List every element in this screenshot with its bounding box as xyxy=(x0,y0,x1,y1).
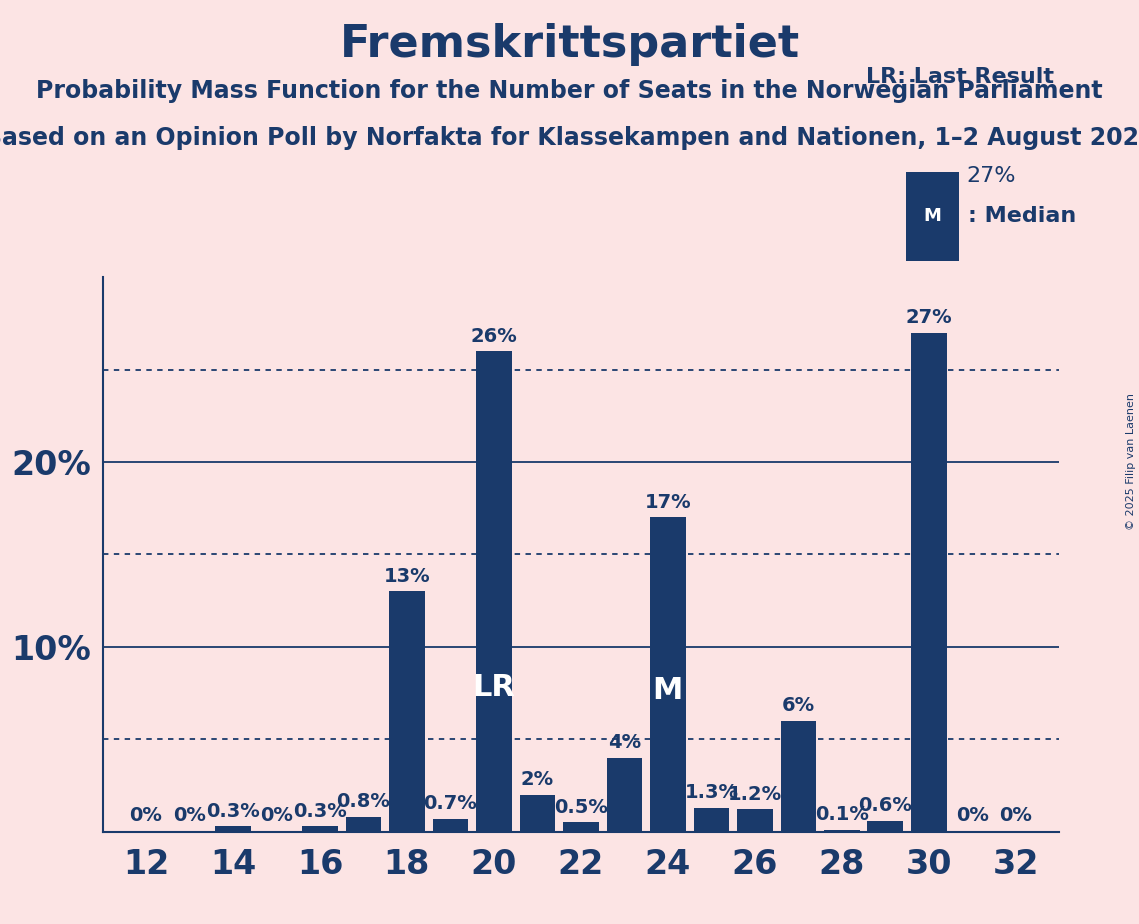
Text: 0.8%: 0.8% xyxy=(336,792,391,811)
Text: 0.6%: 0.6% xyxy=(859,796,912,815)
Text: 6%: 6% xyxy=(781,696,814,715)
Bar xyxy=(433,819,468,832)
Text: 0.5%: 0.5% xyxy=(554,797,608,817)
Text: 0%: 0% xyxy=(999,806,1032,825)
Text: Probability Mass Function for the Number of Seats in the Norwegian Parliament: Probability Mass Function for the Number… xyxy=(36,79,1103,103)
Bar xyxy=(868,821,903,832)
Text: Fremskrittspartiet: Fremskrittspartiet xyxy=(339,23,800,67)
Bar xyxy=(823,830,860,832)
Bar xyxy=(780,721,817,832)
Bar xyxy=(694,808,729,832)
Bar xyxy=(563,822,599,832)
Bar xyxy=(390,591,425,832)
Bar xyxy=(519,795,555,832)
FancyBboxPatch shape xyxy=(907,172,959,261)
Text: © 2025 Filip van Laenen: © 2025 Filip van Laenen xyxy=(1126,394,1136,530)
Text: 0.3%: 0.3% xyxy=(293,801,347,821)
Text: 1.3%: 1.3% xyxy=(685,783,738,802)
Bar xyxy=(607,758,642,832)
Bar xyxy=(302,826,338,832)
Text: : Median: : Median xyxy=(968,206,1076,226)
Bar xyxy=(345,817,382,832)
Bar xyxy=(215,826,251,832)
Text: 0%: 0% xyxy=(956,806,989,825)
Text: M: M xyxy=(924,207,942,225)
Text: 1.2%: 1.2% xyxy=(728,784,781,804)
Text: LR: Last Result: LR: Last Result xyxy=(867,67,1055,87)
Text: 13%: 13% xyxy=(384,566,431,586)
Text: Based on an Opinion Poll by Norfakta for Klassekampen and Nationen, 1–2 August 2: Based on an Opinion Poll by Norfakta for… xyxy=(0,126,1139,150)
Bar xyxy=(911,333,947,832)
Text: 0.3%: 0.3% xyxy=(206,801,260,821)
Text: 2%: 2% xyxy=(521,770,554,789)
Text: 27%: 27% xyxy=(967,166,1016,187)
Bar xyxy=(476,351,511,832)
Text: M: M xyxy=(653,675,683,705)
Text: LR: LR xyxy=(473,673,515,702)
Text: 27%: 27% xyxy=(906,308,952,327)
Text: 4%: 4% xyxy=(608,733,641,752)
Text: 0.7%: 0.7% xyxy=(424,794,477,813)
Bar xyxy=(650,517,686,832)
Text: 26%: 26% xyxy=(470,326,517,346)
Text: 0%: 0% xyxy=(173,806,206,825)
Text: 17%: 17% xyxy=(645,492,691,512)
Text: 0%: 0% xyxy=(130,806,163,825)
Text: 0%: 0% xyxy=(260,806,293,825)
Bar xyxy=(737,809,772,832)
Text: 0.1%: 0.1% xyxy=(814,805,869,824)
